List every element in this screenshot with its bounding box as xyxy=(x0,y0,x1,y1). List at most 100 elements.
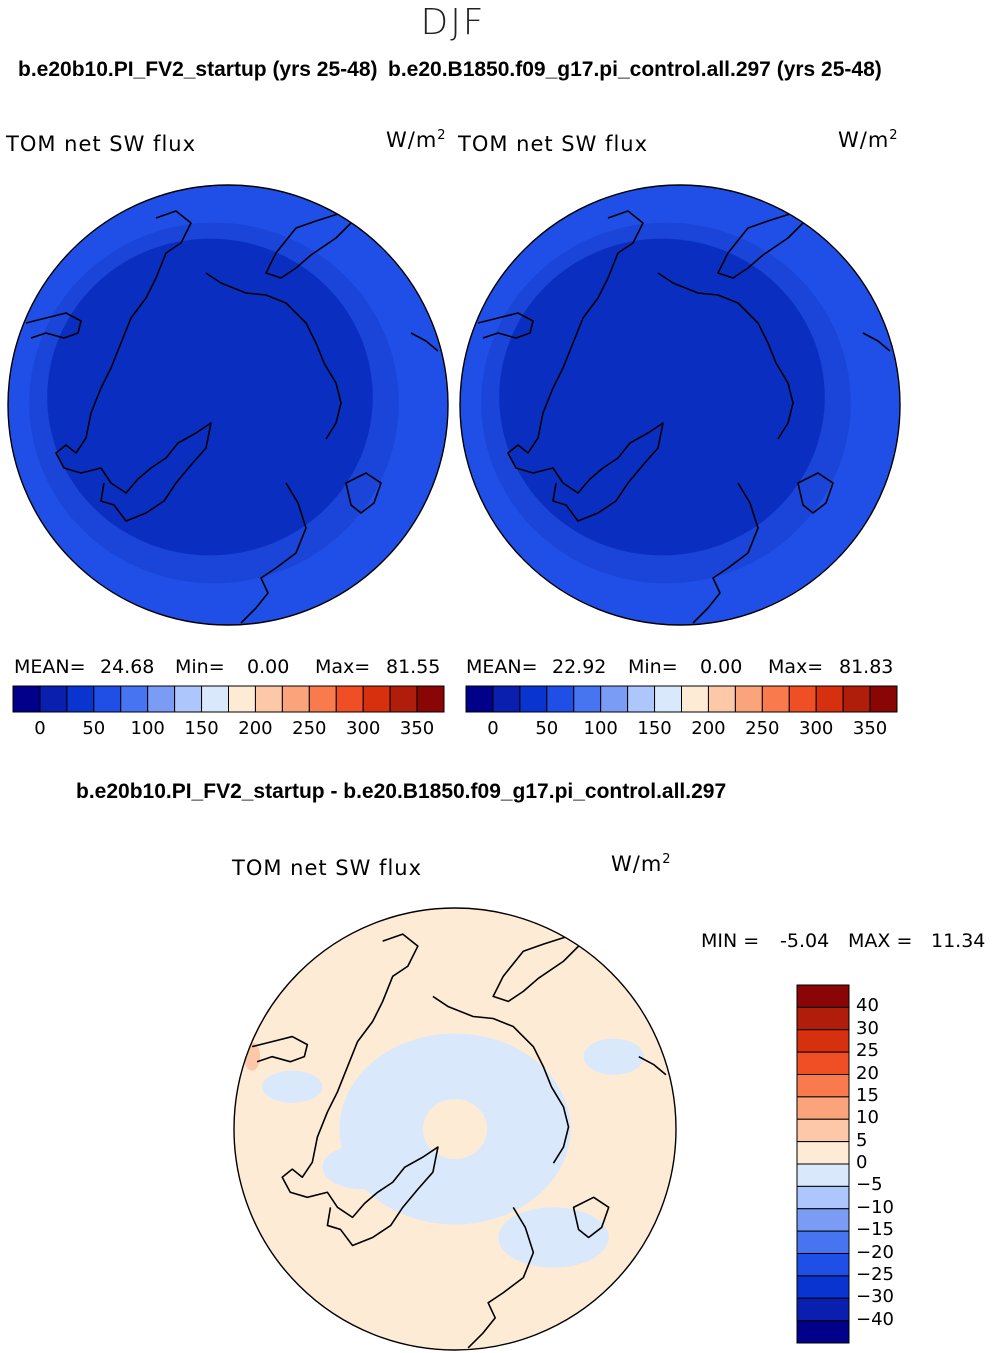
panel-2-colorbar-swatch-11 xyxy=(761,685,790,713)
diff-colorbar-swatch-2 xyxy=(796,1029,850,1053)
panel-1-variable: TOM net SW flux xyxy=(6,132,197,156)
panel-1-colorbar-swatch-11 xyxy=(308,685,337,713)
panel-2-colorbar-swatch-5 xyxy=(600,685,629,713)
panel-2-colorbar-swatch-10 xyxy=(734,685,763,713)
panel-2-map-field-inner xyxy=(499,238,825,556)
diff-min-value: -5.04 xyxy=(780,930,830,952)
diff-polar-map xyxy=(233,907,677,1351)
panel-1-units: W/m2 xyxy=(386,128,447,152)
panel-1-colorbar-swatch-2 xyxy=(66,685,95,713)
diff-colorbar-label: 0 xyxy=(856,1152,868,1173)
panel-2-colorbar-swatch-1 xyxy=(492,685,521,713)
diff-colorbar-label: 10 xyxy=(856,1107,879,1129)
panel-2-mean-value: 22.92 xyxy=(552,656,607,678)
panel-2-colorbar-swatch-8 xyxy=(681,685,709,713)
panel-1-mean-value: 24.68 xyxy=(100,656,155,678)
diff-colorbar-label: 30 xyxy=(856,1017,879,1039)
panel-1-colorbar-swatch-10 xyxy=(281,685,310,713)
panel-2-title: b.e20.B1850.f09_g17.pi_control.all.297 (… xyxy=(388,58,882,81)
panel-1-max-label: Max= xyxy=(315,656,371,678)
diff-colorbar-swatch-9 xyxy=(796,1185,850,1210)
diff-colorbar-swatch-12 xyxy=(796,1253,850,1277)
diff-colorbar-swatch-0 xyxy=(796,984,850,1008)
panel-2-units: W/m2 xyxy=(838,128,899,152)
diff-colorbar-label: −25 xyxy=(856,1263,894,1285)
panel-2-colorbar-tick-label: 350 xyxy=(852,718,888,739)
panel-1-map-coastline-6 xyxy=(410,332,439,352)
panel-2-polar-map xyxy=(459,184,901,626)
diff-map-field-patch-1 xyxy=(422,1098,488,1160)
diff-colorbar-swatch-5 xyxy=(796,1096,850,1120)
diff-colorbar-swatch-7 xyxy=(796,1141,850,1165)
diff-colorbar-swatch-13 xyxy=(796,1275,850,1299)
diff-map-field-patch-5 xyxy=(583,1038,644,1075)
panel-1-colorbar-tick-label: 150 xyxy=(184,718,219,739)
panel-1-map-coastline-1 xyxy=(25,312,82,339)
diff-colorbar xyxy=(796,984,850,1344)
panel-1-max-value: 81.55 xyxy=(386,656,441,678)
panel-1-polar-map xyxy=(7,184,449,626)
diff-colorbar-swatch-11 xyxy=(796,1230,850,1254)
diff-map-field xyxy=(234,908,676,1350)
diff-map-coastline-3 xyxy=(432,995,570,1164)
panel-1-map-coastline-5 xyxy=(345,472,382,514)
panel-1-map-field xyxy=(8,185,448,625)
panel-2-colorbar-swatch-6 xyxy=(627,685,656,713)
panel-1-title: b.e20b10.PI_FV2_startup (yrs 25-48) xyxy=(18,58,378,81)
panel-2-map-coastline-2 xyxy=(717,207,819,279)
panel-2-colorbar-swatch-14 xyxy=(842,685,871,713)
panel-2-min-value: 0.00 xyxy=(700,656,743,678)
diff-colorbar-label: −40 xyxy=(856,1308,894,1330)
panel-2-max-label: Max= xyxy=(768,656,824,678)
panel-1-colorbar-swatch-3 xyxy=(93,685,122,713)
diff-colorbar-label: 5 xyxy=(856,1129,868,1151)
panel-1-colorbar-swatch-15 xyxy=(416,685,445,713)
panel-2-colorbar-swatch-9 xyxy=(707,685,736,713)
diff-map-field-patch-7 xyxy=(573,1315,614,1340)
panel-2-colorbar-tick-label: 300 xyxy=(799,718,834,739)
panel-1-map-coastline-2 xyxy=(265,207,367,279)
diff-map-coastline-2 xyxy=(492,930,595,1003)
diff-colorbar-swatch-6 xyxy=(796,1118,850,1143)
diff-variable: TOM net SW flux xyxy=(232,856,423,880)
panel-1-colorbar-tick-label: 300 xyxy=(346,718,381,739)
panel-1-map-boundary xyxy=(7,184,449,626)
diff-colorbar-label: −10 xyxy=(856,1196,894,1218)
panel-1-colorbar-tick-label: 100 xyxy=(130,718,165,739)
diff-colorbar-label: 25 xyxy=(856,1040,879,1062)
panel-1-map-coastline-3 xyxy=(205,272,342,440)
panel-2-colorbar-swatch-2 xyxy=(519,685,548,713)
diff-colorbar-swatch-10 xyxy=(796,1208,850,1232)
diff-colorbar-label: 40 xyxy=(856,995,879,1017)
diff-map-coastline-5 xyxy=(572,1196,610,1239)
diff-map-coastline-0 xyxy=(281,933,439,1247)
diff-colorbar-swatch-1 xyxy=(796,1006,850,1031)
panel-1-colorbar-swatch-8 xyxy=(228,685,256,713)
diff-colorbar-swatch-15 xyxy=(796,1320,850,1344)
panel-2-colorbar xyxy=(465,685,898,713)
diff-map-coastline-1 xyxy=(251,1035,309,1063)
panel-2-colorbar-tick-label: 250 xyxy=(745,718,780,739)
panel-1-colorbar-swatch-13 xyxy=(362,685,391,713)
panel-2-colorbar-swatch-0 xyxy=(465,685,494,713)
diff-colorbar-label: −5 xyxy=(856,1174,883,1196)
panel-1-colorbar-swatch-5 xyxy=(147,685,176,713)
panel-2-colorbar-swatch-15 xyxy=(869,685,898,713)
panel-2-map-coastline-6 xyxy=(862,332,891,352)
panel-1-colorbar-swatch-6 xyxy=(174,685,203,713)
diff-colorbar-label: 15 xyxy=(856,1084,879,1106)
panel-1-colorbar-tick-label: 0 xyxy=(34,718,46,739)
panel-2-colorbar-swatch-3 xyxy=(546,685,575,713)
panel-2-colorbar-tick-label: 150 xyxy=(637,718,672,739)
panel-2-map-coastline-5 xyxy=(797,472,834,514)
panel-1-min-label: Min= xyxy=(175,656,225,678)
diff-map-field-patch-3 xyxy=(498,1207,609,1268)
panel-2-mean-label: MEAN= xyxy=(466,656,538,678)
diff-colorbar-swatch-8 xyxy=(796,1163,850,1187)
diff-colorbar-swatch-14 xyxy=(796,1297,850,1322)
diff-map-boundary xyxy=(233,907,677,1351)
diff-units: W/m2 xyxy=(611,852,672,876)
panel-1-colorbar-swatch-9 xyxy=(254,685,283,713)
panel-2-colorbar-swatch-7 xyxy=(654,685,682,713)
panel-1-colorbar-tick-label: 50 xyxy=(82,718,106,739)
